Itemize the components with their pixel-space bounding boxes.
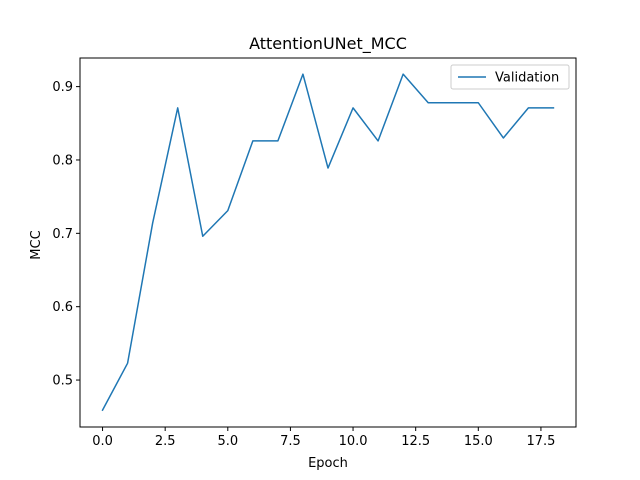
plot-area: 0.0 2.5 5.0 7.5 10.0 12.5 15.0 17.5 0.5 0.6 0.7 0.8… xyxy=(52,57,577,449)
chart-title: AttentionUNet_MCC xyxy=(249,34,407,54)
y-tick-label: 0.5 xyxy=(52,374,73,389)
y-axis-title: MCC xyxy=(29,230,44,259)
x-tick-label: 7.5 xyxy=(280,434,301,449)
x-tick-label: 0.0 xyxy=(92,434,113,449)
legend: Validation xyxy=(450,64,570,90)
x-tick-label: 2.5 xyxy=(155,434,176,449)
x-tick-label: 10.0 xyxy=(339,434,368,449)
axes-frame xyxy=(79,57,577,428)
x-tick-label: 15.0 xyxy=(464,434,493,449)
y-tick-label: 0.6 xyxy=(52,300,73,315)
x-tick-label: 17.5 xyxy=(526,434,555,449)
legend-frame xyxy=(450,64,570,90)
x-tick-label: 5.0 xyxy=(217,434,238,449)
y-tick-label: 0.8 xyxy=(52,153,73,168)
x-tick-label: 12.5 xyxy=(401,434,430,449)
y-tick-label: 0.9 xyxy=(52,80,73,95)
y-tick-label: 0.7 xyxy=(52,227,73,242)
series-line-0 xyxy=(101,73,555,412)
x-axis-title: Epoch xyxy=(308,456,348,471)
legend-label: Validation xyxy=(495,71,559,86)
